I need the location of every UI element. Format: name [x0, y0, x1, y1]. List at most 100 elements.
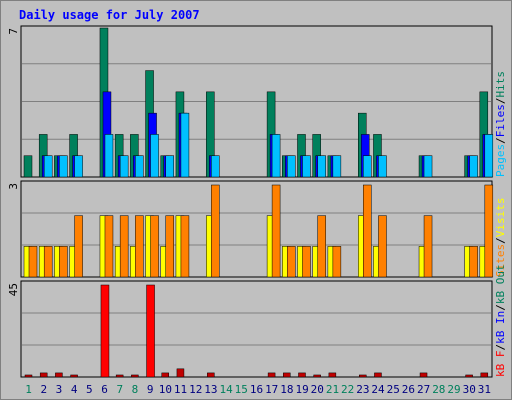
bar-sites [378, 215, 387, 278]
bar-sites [469, 246, 478, 278]
x-tick-label: 23 [356, 383, 369, 396]
legend-part: kB In [494, 311, 507, 344]
bar-sites [317, 215, 326, 278]
bar-pages [135, 155, 144, 178]
bar-sites [119, 215, 129, 278]
x-tick-label: 1 [25, 383, 32, 396]
bar-kbf [313, 374, 321, 378]
bar-kbf [465, 374, 473, 378]
x-tick-label: 10 [159, 383, 172, 396]
x-tick-label: 22 [341, 383, 354, 396]
bar-kbf [328, 372, 337, 378]
bar-kbf [283, 372, 291, 378]
bar-sites [363, 184, 372, 278]
bar-sites [332, 246, 342, 278]
bar-sites [180, 215, 190, 278]
bar-sites [302, 246, 311, 278]
x-tick-label: 21 [326, 383, 339, 396]
x-tick-label: 28 [432, 383, 445, 396]
bar-pages [211, 155, 220, 178]
bar-kbf [207, 372, 215, 378]
x-tick-label: 3 [56, 383, 63, 396]
x-tick-label: 25 [387, 383, 400, 396]
bar-kbf [24, 374, 33, 378]
bar-sites [423, 215, 433, 278]
legend-part: Files [494, 104, 507, 137]
bar-pages [150, 134, 159, 178]
legend-part: kB Out [494, 264, 507, 304]
legend-part: / [494, 137, 507, 144]
x-tick-label: 12 [189, 383, 202, 396]
bar-pages [271, 134, 281, 178]
y-max-label: 3 [7, 183, 20, 190]
y-max-label: 7 [7, 28, 20, 35]
bar-kbf [55, 372, 63, 378]
bar-pages [180, 112, 190, 178]
legend-middle: Sites/Visits [494, 198, 507, 278]
bar-sites [165, 215, 174, 278]
bar-pages [74, 155, 83, 178]
bar-hits [23, 155, 33, 178]
x-tick-label: 17 [265, 383, 278, 396]
bar-kbf [146, 284, 155, 378]
bar-sites [150, 215, 159, 278]
y-max-label: 45 [7, 283, 20, 296]
bar-sites [484, 184, 494, 278]
bar-kbf [100, 284, 110, 378]
x-tick-label: 19 [295, 383, 308, 396]
bar-pages [332, 155, 342, 178]
x-tick-label: 11 [174, 383, 187, 396]
bar-pages [302, 155, 311, 178]
x-tick-label: 7 [116, 383, 123, 396]
bar-kbf [176, 368, 185, 378]
legend-part: / [494, 237, 507, 244]
legend-top: Pages/Files/Hits [494, 71, 507, 177]
x-tick-label: 30 [463, 383, 476, 396]
x-tick-label: 26 [402, 383, 415, 396]
bar-sites [135, 215, 144, 278]
bar-kbf [480, 372, 489, 378]
bar-kbf [359, 374, 367, 378]
x-tick-label: 9 [147, 383, 154, 396]
bar-sites [271, 184, 281, 278]
bar-sites [211, 184, 220, 278]
x-tick-label: 24 [371, 383, 385, 396]
bar-pages [423, 155, 433, 178]
bar-kbf [267, 372, 276, 378]
bar-kbf [39, 372, 48, 378]
x-tick-label: 13 [204, 383, 217, 396]
legend-part: Sites [494, 244, 507, 277]
bar-pages [59, 155, 68, 178]
x-tick-label: 20 [311, 383, 324, 396]
x-tick-label: 29 [447, 383, 460, 396]
bar-kbf [374, 372, 382, 378]
legend-part: / [494, 98, 507, 105]
chart-title: Daily usage for July 2007 [19, 8, 200, 22]
bar-sites [104, 215, 114, 278]
bar-pages [378, 155, 387, 178]
bar-kbf [70, 374, 78, 378]
legend-bottom: kB F/kB In/kB Out [494, 264, 507, 377]
bar-pages [363, 155, 372, 178]
legend-part: kB F [494, 351, 507, 378]
bar-sites [74, 215, 83, 278]
legend-part: / [494, 344, 507, 351]
bar-kbf [131, 374, 139, 378]
bar-sites [43, 246, 53, 278]
bar-pages [104, 134, 114, 178]
bar-sites [28, 246, 38, 278]
legend-part: Pages [494, 144, 507, 177]
bar-pages [317, 155, 326, 178]
x-tick-label: 27 [417, 383, 430, 396]
legend-part: Hits [494, 71, 507, 98]
bar-kbf [298, 372, 306, 378]
x-tick-label: 16 [250, 383, 263, 396]
bar-sites [287, 246, 296, 278]
x-tick-label: 15 [235, 383, 248, 396]
legend-part: Visits [494, 198, 507, 238]
bar-kbf [161, 372, 169, 378]
bar-pages [119, 155, 129, 178]
legend-part: / [494, 304, 507, 311]
x-tick-label: 8 [132, 383, 139, 396]
